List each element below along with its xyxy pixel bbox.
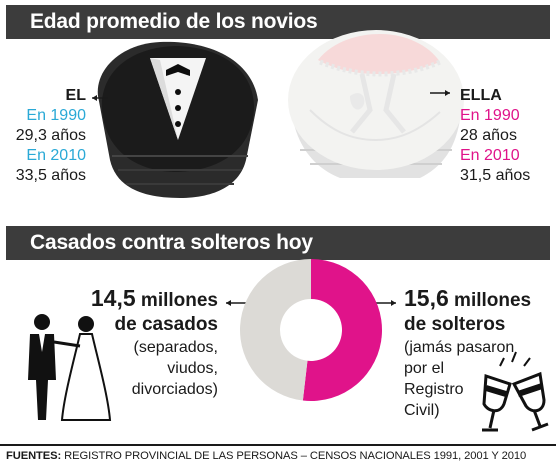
source-label: FUENTES: [6,450,62,462]
section-title-edad: Edad promedio de los novios [6,5,550,39]
ella-year2-value: 31,5 años [460,167,531,184]
casados-unit: millones [135,290,218,311]
source-footer: FUENTES: REGISTRO PROVINCIAL DE LAS PERS… [0,444,556,468]
casados-line2: de casados [114,314,219,335]
solteros-note2: por el [404,360,445,377]
ella-year1-label: En 1990 [460,107,520,124]
champagne-toast-icon [482,351,549,432]
casados-note1: (separados, [133,339,219,356]
solteros-unit: millones [448,290,532,311]
casados-number: 14,5 [90,285,136,311]
el-block: EL En 1990 29,3 años En 2010 33,5 años [16,86,86,186]
solteros-note3: Registro [404,381,464,398]
solteros-number: 15,6 [404,285,449,311]
bride-cupcake-icon [288,30,464,178]
arrow-solteros-icon [374,300,396,306]
groom-cupcake-icon [97,41,258,198]
el-year2-value: 33,5 años [15,167,86,184]
el-label: EL [65,87,86,104]
el-year2-label: En 2010 [26,147,86,164]
ella-block: ELLA En 1990 28 años En 2010 31,5 años [460,86,530,186]
casados-note2: viudos, [167,360,218,377]
el-year1-value: 29,3 años [15,127,86,144]
casados-block: 14,5 millones de casados (separados, viu… [91,286,218,400]
couple-icon [28,314,112,421]
ella-label: ELLA [460,87,502,104]
casados-note3: divorciados) [131,381,218,398]
arrow-ella-icon [430,90,450,96]
source-text: REGISTRO PROVINCIAL DE LAS PERSONAS – CE… [61,450,527,462]
arrow-casados-icon [226,300,246,306]
ella-year2-label: En 2010 [460,147,520,164]
donut-slice-solteros [302,259,382,401]
solteros-note1: (jamás pasaron [404,339,515,356]
donut-chart [239,259,382,401]
section-title-casados-solteros: Casados contra solteros hoy [6,226,550,260]
casados-headline: 14,5 millones [91,286,218,313]
solteros-block: 15,6 millones de solteros (jamás pasaron… [404,286,531,421]
ella-year1-value: 28 años [460,127,517,144]
el-year1-label: En 1990 [26,107,86,124]
solteros-note4: Civil) [404,402,440,419]
solteros-headline: 15,6 millones [404,286,531,313]
solteros-line2: de solteros [404,314,506,335]
arrow-el-icon [92,95,108,101]
donut-slice-casados [239,259,311,401]
